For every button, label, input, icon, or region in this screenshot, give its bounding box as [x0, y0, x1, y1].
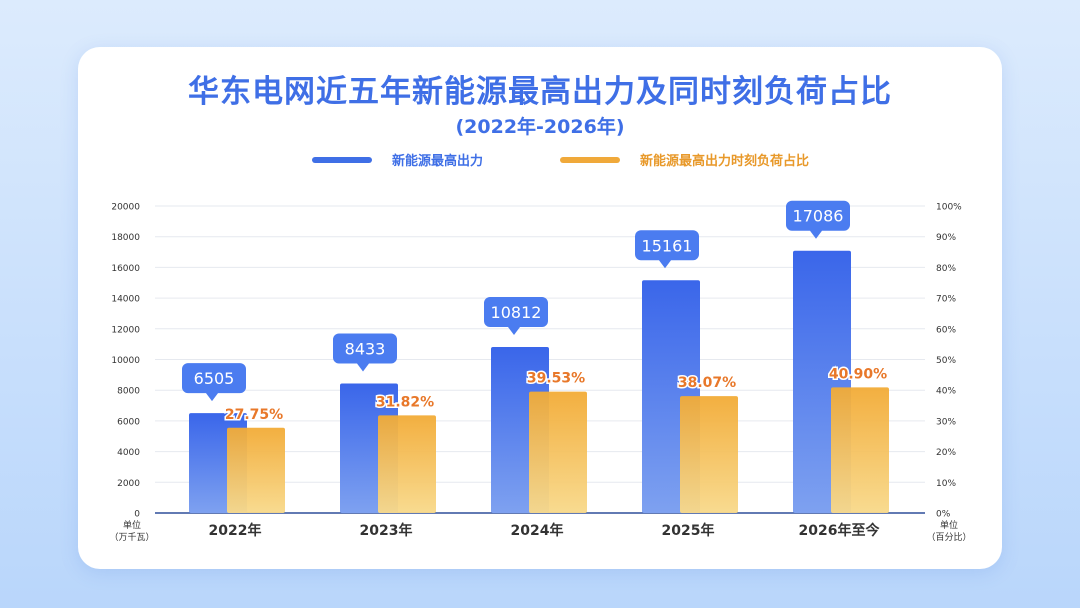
right-axis-unit: 单位 （百分比）: [924, 520, 974, 544]
bar-ratio: [227, 427, 285, 513]
x-tick-label: 2025年: [662, 522, 715, 539]
right-unit-line2: （百分比）: [926, 533, 972, 543]
data-label-bubble: [786, 200, 850, 239]
x-tick-label: 2023年: [360, 522, 413, 539]
data-label-ratio: 40.90%: [829, 366, 887, 382]
y-right-tick-label: 20%: [936, 448, 956, 458]
left-unit-line2: （万千瓦）: [109, 533, 155, 543]
y-right-tick-label: 60%: [936, 325, 956, 335]
chart-title: 华东电网近五年新能源最高出力及同时刻负荷占比: [188, 74, 892, 110]
x-tick-label: 2024年: [511, 522, 564, 539]
data-label-output: 6505: [194, 369, 235, 388]
y-left-tick-label: 6000: [117, 417, 140, 427]
data-label-output: 10812: [491, 303, 542, 322]
data-label-ratio: 38.07%: [678, 375, 736, 391]
bar-ratio: [680, 396, 738, 513]
y-left-tick-label: 18000: [111, 233, 140, 243]
y-left-tick-label: 10000: [111, 356, 140, 366]
y-right-tick-label: 30%: [936, 417, 956, 427]
data-label-ratio: 31.82%: [376, 394, 434, 410]
y-right-tick-label: 40%: [936, 387, 956, 397]
y-left-tick-label: 14000: [111, 295, 140, 305]
data-label-bubble: [484, 297, 548, 336]
data-label-ratio: 27.75%: [225, 407, 283, 423]
bar-ratio: [529, 391, 587, 513]
right-unit-line1: 单位: [939, 521, 958, 531]
y-right-tick-label: 80%: [936, 264, 956, 274]
y-right-tick-label: 50%: [936, 356, 956, 366]
x-tick-label: 2026年至今: [799, 522, 880, 539]
data-label-bubble: [182, 363, 246, 402]
bar-ratio: [831, 387, 889, 513]
y-right-tick-label: 10%: [936, 479, 956, 489]
data-label-bubble: [635, 230, 699, 269]
data-label-ratio: 39.53%: [527, 371, 585, 387]
legend-label-ratio: 新能源最高出力时刻负荷占比: [640, 154, 810, 169]
y-right-tick-label: 100%: [936, 203, 962, 213]
y-right-tick-label: 90%: [936, 233, 956, 243]
left-axis-unit: 单位 （万千瓦）: [107, 520, 157, 544]
y-left-tick-label: 16000: [111, 264, 140, 274]
y-left-tick-label: 20000: [111, 203, 140, 213]
data-label-bubble: [333, 333, 397, 372]
chart-subtitle: (2022年-2026年): [455, 116, 625, 138]
y-left-tick-label: 8000: [117, 387, 140, 397]
y-left-tick-label: 12000: [111, 325, 140, 335]
bar-ratio: [378, 415, 436, 513]
x-tick-label: 2022年: [209, 522, 262, 539]
data-label-output: 17086: [793, 207, 844, 226]
y-left-tick-label: 0: [134, 510, 140, 520]
y-left-tick-label: 2000: [117, 479, 140, 489]
y-right-tick-label: 70%: [936, 295, 956, 305]
legend-swatch-ratio: [560, 157, 620, 163]
left-unit-line1: 单位: [122, 521, 141, 531]
legend-label-output: 新能源最高出力: [392, 154, 484, 169]
y-left-tick-label: 4000: [117, 448, 140, 458]
legend-swatch-output: [312, 157, 372, 163]
data-label-output: 8433: [345, 340, 386, 359]
data-label-output: 15161: [642, 236, 693, 255]
y-right-tick-label: 0%: [936, 510, 951, 520]
